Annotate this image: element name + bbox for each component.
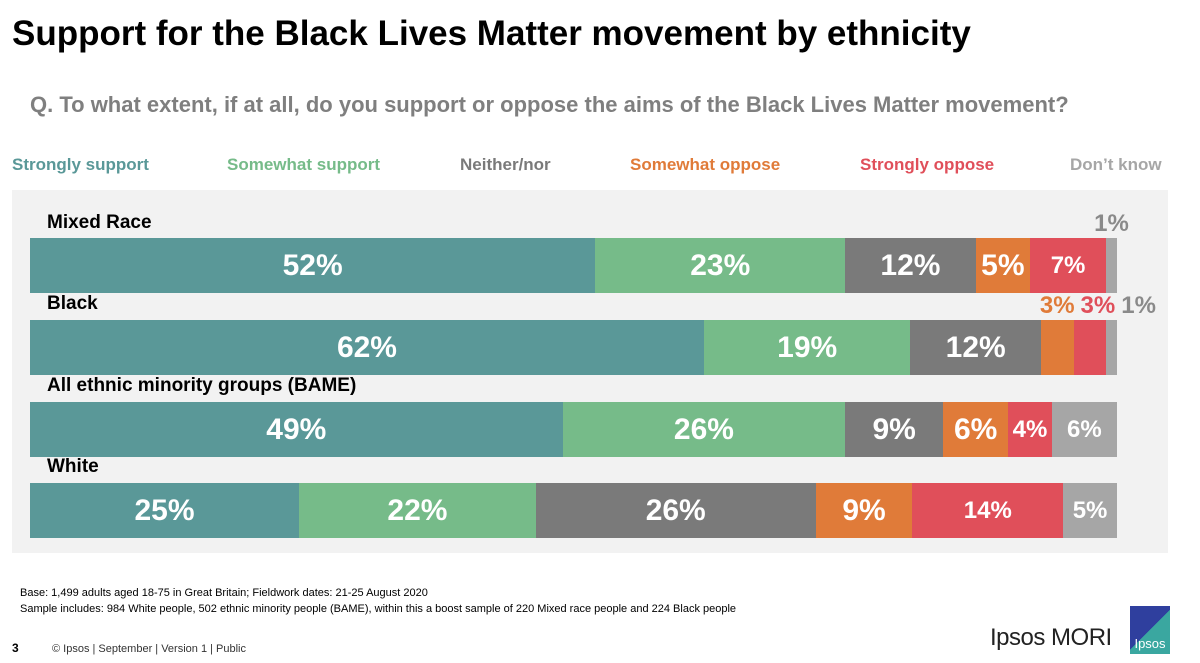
segment-value-label: 3% <box>1080 292 1116 319</box>
bar-segment: 52% <box>30 238 596 293</box>
bar-segment <box>1040 320 1074 375</box>
bar-segment: 9% <box>845 402 944 457</box>
bar-segment: 4% <box>1008 402 1052 457</box>
brand-name: Ipsos MORI <box>990 624 1112 651</box>
bar-segment: 26% <box>535 483 816 538</box>
segment-value-label: 3% <box>1039 292 1075 319</box>
legend-item: Somewhat oppose <box>630 155 781 174</box>
legend-item: Strongly oppose <box>860 155 995 174</box>
bar-segment: 23% <box>595 238 846 293</box>
segment-value-label: 12% <box>880 248 941 282</box>
segment-value-label: 6% <box>953 412 998 446</box>
category-label: White <box>47 456 99 477</box>
segment-value-label: 1% <box>1121 292 1156 319</box>
bar-segment: 26% <box>562 402 846 457</box>
bar-segment <box>1106 238 1117 293</box>
stacked-bar: 25% 22% 26% 9% 14% 5% <box>30 483 1117 538</box>
segment-value-label: 7% <box>1050 251 1086 279</box>
stacked-bar: 49% 26% 9% 6% 4% 6% <box>30 402 1117 457</box>
bar-segment: 12% <box>910 320 1041 375</box>
category-label: Black <box>47 293 98 314</box>
base-note: Base: 1,499 adults aged 18-75 in Great B… <box>20 587 428 599</box>
stacked-bar: 52% 23% 12% 5% 7% <box>30 238 1117 293</box>
segment-value-label: 6% <box>1067 415 1102 443</box>
bar-segment: 7% <box>1030 238 1107 293</box>
survey-question: Q. To what extent, if at all, do you sup… <box>30 92 1069 117</box>
segment-value-label: 9% <box>842 493 886 527</box>
segment-value-label: 49% <box>266 412 327 446</box>
segment-value-label: 9% <box>872 412 916 446</box>
ipsos-logo: Ipsos <box>1130 606 1170 654</box>
segment-value-label: 62% <box>336 330 397 364</box>
segment-value-label: 25% <box>134 493 195 527</box>
sample-note: Sample includes: 984 White people, 502 e… <box>20 603 737 615</box>
bar-segment <box>1073 320 1107 375</box>
legend-item: Neither/nor <box>460 155 551 174</box>
legend-item: Strongly support <box>12 155 149 174</box>
bar-segment: 5% <box>1063 483 1117 538</box>
page-title: Support for the Black Lives Matter movem… <box>12 14 971 53</box>
segment-value-label: 14% <box>963 496 1012 524</box>
segment-value-label: 19% <box>777 330 838 364</box>
bar-segment: 14% <box>912 483 1064 538</box>
legend-item: Don’t know <box>1070 155 1162 174</box>
page-number: 3 <box>12 641 19 655</box>
bar-segment: 22% <box>299 483 536 538</box>
segment-value-label: 5% <box>1072 496 1108 524</box>
bar-segment: 6% <box>943 402 1009 457</box>
bar-segment <box>1106 320 1117 375</box>
bar-segment: 12% <box>845 238 976 293</box>
segment-value-label: 4% <box>1012 415 1048 443</box>
legend-item: Somewhat support <box>227 155 381 174</box>
segment-value-label: 52% <box>282 248 343 282</box>
segment-value-label: 5% <box>981 248 1025 282</box>
segment-value-label: 22% <box>387 493 448 527</box>
bar-segment: 5% <box>975 238 1031 293</box>
category-label: Mixed Race <box>47 212 152 233</box>
segment-value-label: 23% <box>690 248 751 282</box>
logo-text: Ipsos <box>1134 636 1166 651</box>
copyright: © Ipsos | September | Version 1 | Public <box>52 643 246 655</box>
stacked-bar: 62% 19% 12% <box>30 320 1117 375</box>
bar-segment: 62% <box>30 320 704 375</box>
segment-value-label: 12% <box>945 330 1006 364</box>
category-label: All ethnic minority groups (BAME) <box>47 375 357 396</box>
segment-value-label: 1% <box>1094 210 1129 237</box>
bar-segment: 25% <box>30 483 300 538</box>
bar-segment: 9% <box>815 483 913 538</box>
bar-segment: 19% <box>703 320 911 375</box>
segment-value-label: 26% <box>645 493 706 527</box>
bar-segment: 49% <box>30 402 563 457</box>
bar-segment: 6% <box>1051 402 1117 457</box>
segment-value-label: 26% <box>673 412 734 446</box>
